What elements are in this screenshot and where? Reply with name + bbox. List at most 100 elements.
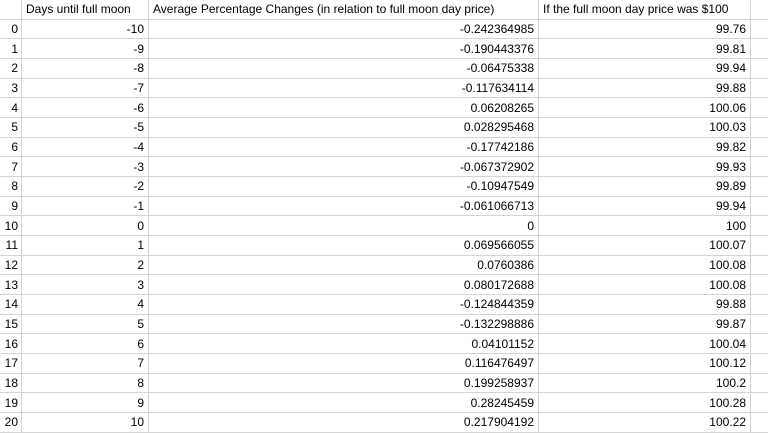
cell-pct-change[interactable]: 0.0760386 — [149, 255, 539, 275]
cell-pct-change[interactable]: 0 — [149, 216, 539, 236]
cell-pct-change[interactable]: -0.117634114 — [149, 78, 539, 98]
cell-days-until-full-moon[interactable]: 3 — [22, 275, 149, 295]
cell-empty[interactable] — [751, 315, 768, 334]
cell-row-index[interactable]: 0 — [0, 19, 22, 39]
cell-days-until-full-moon[interactable]: 1 — [22, 236, 149, 255]
cell-row-index[interactable]: 12 — [0, 255, 22, 275]
cell-days-until-full-moon[interactable]: 9 — [22, 393, 149, 413]
cell-pct-change[interactable]: 0.116476497 — [149, 354, 539, 373]
cell-row-index[interactable]: 10 — [0, 216, 22, 236]
cell-row-index[interactable]: 1 — [0, 39, 22, 59]
cell-pct-change[interactable]: 0.199258937 — [149, 373, 539, 393]
cell-price[interactable]: 100.28 — [539, 393, 751, 413]
cell-row-index[interactable]: 8 — [0, 177, 22, 196]
cell-pct-change[interactable]: -0.124844359 — [149, 295, 539, 314]
cell-price[interactable]: 100.2 — [539, 373, 751, 393]
header-empty-cell[interactable] — [751, 0, 768, 19]
cell-empty[interactable] — [751, 138, 768, 157]
cell-pct-change[interactable]: 0.028295468 — [149, 118, 539, 137]
cell-empty[interactable] — [751, 98, 768, 117]
cell-row-index[interactable]: 15 — [0, 314, 22, 334]
cell-empty[interactable] — [751, 79, 768, 98]
corner-header-cell[interactable] — [0, 0, 22, 19]
cell-pct-change[interactable]: -0.242364985 — [149, 19, 539, 39]
cell-empty[interactable] — [751, 295, 768, 314]
cell-empty[interactable] — [751, 374, 768, 393]
cell-empty[interactable] — [751, 20, 768, 39]
cell-days-until-full-moon[interactable]: 4 — [22, 295, 149, 314]
cell-empty[interactable] — [751, 393, 768, 412]
cell-price[interactable]: 99.81 — [539, 39, 751, 59]
cell-price[interactable]: 99.88 — [539, 295, 751, 314]
cell-empty[interactable] — [751, 354, 768, 373]
cell-days-until-full-moon[interactable]: -8 — [22, 59, 149, 78]
cell-days-until-full-moon[interactable]: 6 — [22, 334, 149, 354]
cell-empty[interactable] — [751, 275, 768, 294]
cell-pct-change[interactable]: 0.04101152 — [149, 334, 539, 354]
cell-pct-change[interactable]: -0.17742186 — [149, 137, 539, 157]
cell-price[interactable]: 100 — [539, 216, 751, 236]
cell-row-index[interactable]: 3 — [0, 78, 22, 98]
cell-days-until-full-moon[interactable]: -5 — [22, 118, 149, 137]
cell-days-until-full-moon[interactable]: 8 — [22, 373, 149, 393]
cell-row-index[interactable]: 13 — [0, 275, 22, 295]
cell-days-until-full-moon[interactable]: -6 — [22, 98, 149, 118]
cell-row-index[interactable]: 19 — [0, 393, 22, 413]
header-days-until-full-moon[interactable]: Days until full moon — [22, 0, 149, 19]
cell-pct-change[interactable]: 0.217904192 — [149, 413, 539, 432]
cell-days-until-full-moon[interactable]: 7 — [22, 354, 149, 373]
header-average-percentage-changes[interactable]: Average Percentage Changes (in relation … — [149, 0, 539, 19]
cell-empty[interactable] — [751, 413, 768, 432]
cell-row-index[interactable]: 20 — [0, 413, 22, 432]
cell-price[interactable]: 100.04 — [539, 334, 751, 354]
cell-empty[interactable] — [751, 216, 768, 235]
cell-row-index[interactable]: 18 — [0, 373, 22, 393]
cell-price[interactable]: 100.06 — [539, 98, 751, 118]
cell-row-index[interactable]: 6 — [0, 137, 22, 157]
cell-days-until-full-moon[interactable]: -1 — [22, 196, 149, 216]
cell-price[interactable]: 100.08 — [539, 255, 751, 275]
cell-days-until-full-moon[interactable]: -9 — [22, 39, 149, 59]
cell-row-index[interactable]: 14 — [0, 295, 22, 314]
cell-days-until-full-moon[interactable]: -4 — [22, 137, 149, 157]
cell-empty[interactable] — [751, 59, 768, 78]
cell-price[interactable]: 100.07 — [539, 236, 751, 255]
cell-row-index[interactable]: 16 — [0, 334, 22, 354]
cell-price[interactable]: 99.89 — [539, 177, 751, 196]
cell-days-until-full-moon[interactable]: 10 — [22, 413, 149, 432]
cell-price[interactable]: 99.88 — [539, 78, 751, 98]
cell-pct-change[interactable]: 0.28245459 — [149, 393, 539, 413]
cell-row-index[interactable]: 11 — [0, 236, 22, 255]
cell-empty[interactable] — [751, 39, 768, 58]
header-full-moon-price-100[interactable]: If the full moon day price was $100 — [539, 0, 751, 19]
cell-pct-change[interactable]: 0.069566055 — [149, 236, 539, 255]
cell-empty[interactable] — [751, 334, 768, 353]
cell-row-index[interactable]: 5 — [0, 118, 22, 137]
cell-days-until-full-moon[interactable]: -3 — [22, 157, 149, 177]
cell-empty[interactable] — [751, 256, 768, 275]
cell-price[interactable]: 100.03 — [539, 118, 751, 137]
cell-pct-change[interactable]: -0.132298886 — [149, 314, 539, 334]
cell-row-index[interactable]: 2 — [0, 59, 22, 78]
cell-days-until-full-moon[interactable]: 0 — [22, 216, 149, 236]
cell-row-index[interactable]: 4 — [0, 98, 22, 118]
cell-pct-change[interactable]: -0.06475338 — [149, 59, 539, 78]
cell-row-index[interactable]: 9 — [0, 196, 22, 216]
cell-pct-change[interactable]: -0.061066713 — [149, 196, 539, 216]
cell-pct-change[interactable]: -0.190443376 — [149, 39, 539, 59]
cell-empty[interactable] — [751, 118, 768, 137]
cell-price[interactable]: 100.12 — [539, 354, 751, 373]
cell-empty[interactable] — [751, 197, 768, 216]
cell-price[interactable]: 99.87 — [539, 314, 751, 334]
cell-price[interactable]: 99.82 — [539, 137, 751, 157]
cell-price[interactable]: 100.08 — [539, 275, 751, 295]
cell-price[interactable]: 99.94 — [539, 196, 751, 216]
cell-days-until-full-moon[interactable]: -7 — [22, 78, 149, 98]
cell-pct-change[interactable]: -0.067372902 — [149, 157, 539, 177]
cell-row-index[interactable]: 7 — [0, 157, 22, 177]
cell-price[interactable]: 99.94 — [539, 59, 751, 78]
cell-empty[interactable] — [751, 157, 768, 176]
cell-row-index[interactable]: 17 — [0, 354, 22, 373]
cell-price[interactable]: 99.93 — [539, 157, 751, 177]
cell-empty[interactable] — [751, 236, 768, 255]
